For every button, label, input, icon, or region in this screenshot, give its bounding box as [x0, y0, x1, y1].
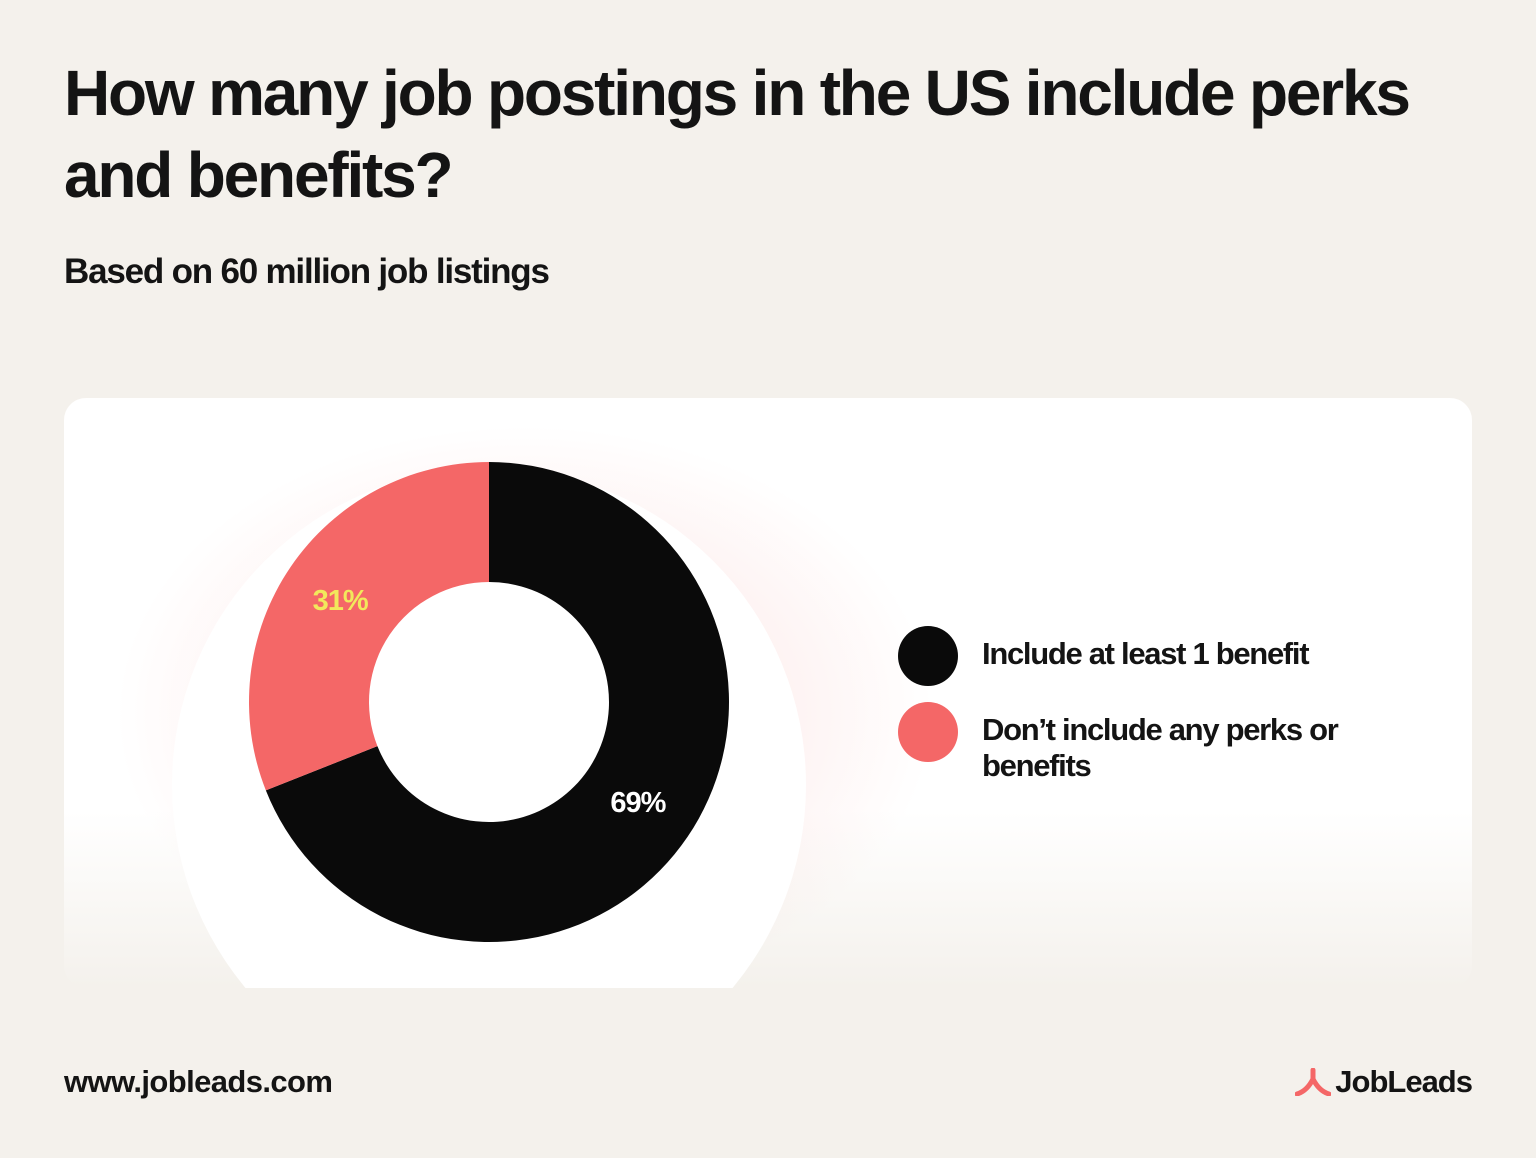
chart-legend: Include at least 1 benefit Don’t include…	[898, 626, 1418, 814]
brand-logo: JobLeads	[1295, 1062, 1473, 1102]
donut-chart: 69% 31%	[248, 462, 729, 942]
legend-item-no-benefits: Don’t include any perks or benefits	[898, 702, 1418, 784]
chart-subtitle: Based on 60 million job listings	[64, 252, 550, 291]
jobleads-logo-icon	[1295, 1068, 1332, 1096]
chart-panel: 69% 31% Include at least 1 benefit Don’t …	[64, 398, 1472, 988]
slice-label-no-benefits: 31%	[313, 585, 369, 617]
legend-swatch-include-benefit	[898, 626, 958, 686]
brand-name: JobLeads	[1335, 1064, 1473, 1099]
legend-label-no-benefits: Don’t include any perks or benefits	[982, 712, 1339, 783]
slice-label-include-benefit: 69%	[610, 787, 666, 819]
donut-slice-no-benefits	[248, 462, 489, 791]
chart-title: How many job postings in the US include …	[64, 57, 1411, 211]
legend-swatch-no-benefits	[898, 702, 958, 762]
donut-slice-include-benefit	[265, 462, 729, 942]
legend-item-include-benefit: Include at least 1 benefit	[898, 626, 1418, 686]
footer-url: www.jobleads.com	[64, 1064, 333, 1099]
legend-label-include-benefit: Include at least 1 benefit	[982, 636, 1310, 671]
